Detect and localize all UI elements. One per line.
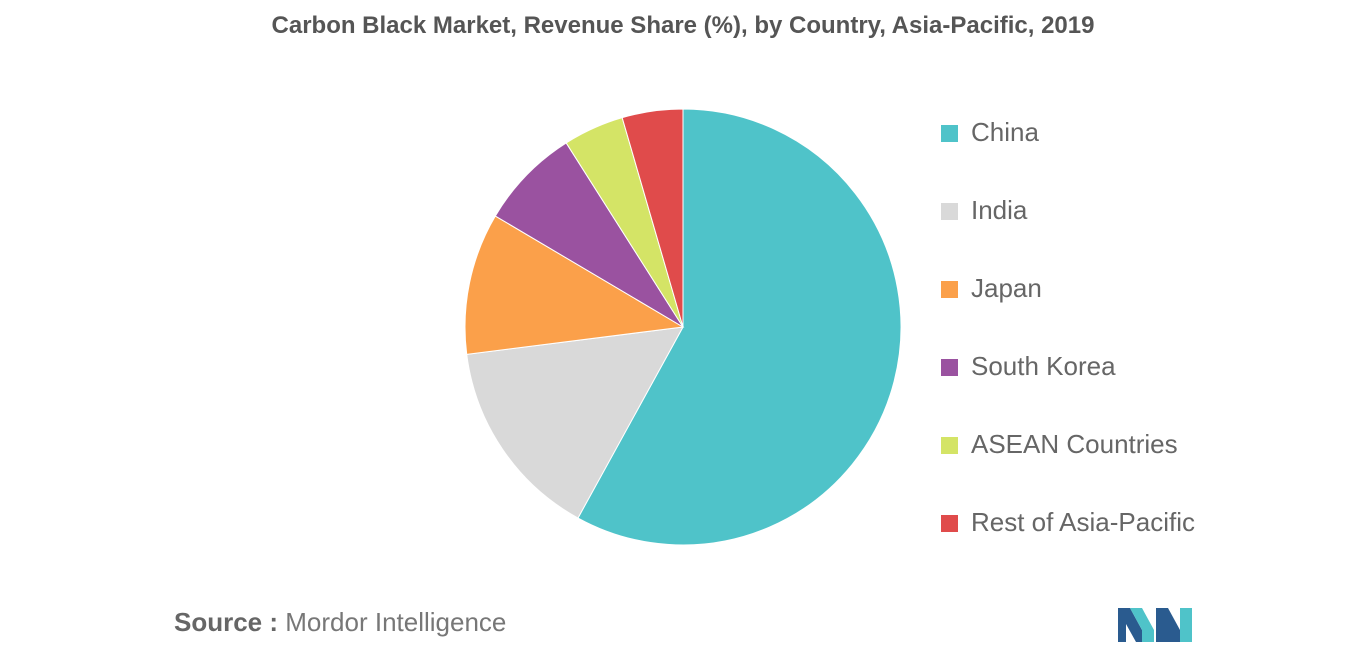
legend-label-south-korea: South Korea xyxy=(971,351,1116,381)
source-label: Source : xyxy=(174,607,279,637)
legend-swatch-asean-countries xyxy=(941,437,958,454)
source-text: Mordor Intelligence xyxy=(285,607,507,637)
pie-slice-south-korea xyxy=(494,142,684,328)
pie-slice-japan xyxy=(464,215,685,355)
pie-slice-china xyxy=(577,108,902,546)
legend-label-rest-of-asia-pacific: Rest of Asia-Pacific xyxy=(971,507,1195,537)
legend-swatch-japan xyxy=(941,281,958,298)
legend-swatch-rest-of-asia-pacific xyxy=(941,515,958,532)
pie-slice-india xyxy=(466,326,684,519)
legend-swatch-china xyxy=(941,125,958,142)
legend-label-india: India xyxy=(971,195,1028,225)
pie-slice-rest-of-asia-pacific xyxy=(621,108,684,328)
legend-label-asean-countries: ASEAN Countries xyxy=(971,429,1178,459)
legend-swatch-south-korea xyxy=(941,359,958,376)
legend-label-china: China xyxy=(971,117,1039,147)
mordor-intelligence-logo xyxy=(1118,608,1192,642)
legend-swatch-india xyxy=(941,203,958,220)
source-note: Source : Mordor Intelligence xyxy=(174,607,506,638)
legend-label-japan: Japan xyxy=(971,273,1042,303)
chart-title: Carbon Black Market, Revenue Share (%), … xyxy=(271,12,1095,39)
